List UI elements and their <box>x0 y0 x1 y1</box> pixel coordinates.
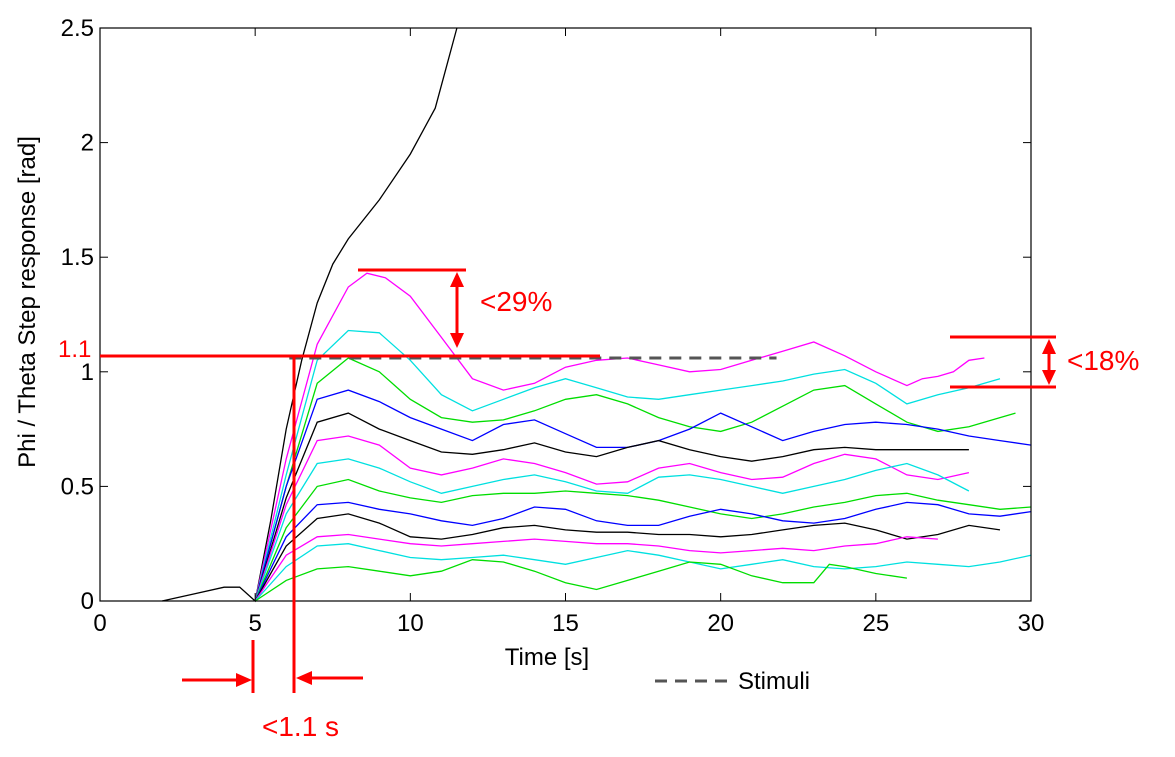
y-tick-label: 0.5 <box>61 473 94 500</box>
series-layer <box>161 27 1032 603</box>
y-tick-label: 2 <box>81 130 94 157</box>
response-series-13 <box>254 543 1032 602</box>
band-arrowhead-down <box>1042 370 1056 385</box>
y-tick-label: 0 <box>81 588 94 615</box>
dead-time-arrowhead-right <box>296 671 312 685</box>
y-tick-label: 1 <box>81 359 94 386</box>
response-series-8 <box>254 458 970 602</box>
response-series-12 <box>254 533 938 602</box>
band-label: <18% <box>1067 345 1139 376</box>
response-series-4 <box>254 357 1016 602</box>
response-series-2 <box>254 272 985 602</box>
band-arrowhead-up <box>1042 339 1056 354</box>
y-tick-label: 2.5 <box>61 15 94 42</box>
dead-time-arrowhead-left <box>236 673 252 687</box>
x-tick-label: 10 <box>397 610 424 637</box>
y-tick-label: 1.5 <box>61 244 94 271</box>
x-tick-label: 20 <box>707 610 734 637</box>
tick-layer: 0 5 10 15 20 25 30 0 0.5 1 1.5 2 2.5 <box>61 15 1045 637</box>
x-tick-label: 30 <box>1018 610 1045 637</box>
x-tick-label: 0 <box>93 610 106 637</box>
legend: Stimuli <box>655 668 810 695</box>
x-tick-label: 15 <box>552 610 579 637</box>
response-series-9 <box>254 478 1032 602</box>
overshoot-arrowhead-up <box>450 272 464 287</box>
plot-area-frame <box>99 27 1032 602</box>
overshoot-label: <29% <box>480 286 552 317</box>
annotations <box>100 268 1056 693</box>
response-series-3 <box>254 329 1001 602</box>
response-series-7 <box>254 435 970 602</box>
response-series-10 <box>254 501 1032 602</box>
legend-stimuli-label: Stimuli <box>738 668 810 695</box>
response-series-1 <box>161 27 458 603</box>
x-tick-label: 5 <box>248 610 261 637</box>
response-series-11 <box>254 513 1001 602</box>
overshoot-arrowhead-down <box>450 333 464 348</box>
setpoint-label: 1.1 <box>58 336 91 363</box>
y-axis-label: Phi / Theta Step response [rad] <box>14 136 41 468</box>
response-series-6 <box>254 412 969 602</box>
x-axis-label: Time [s] <box>505 644 589 671</box>
delay-label: <1.1 s <box>262 711 339 742</box>
response-series-14 <box>254 559 907 602</box>
x-tick-label: 25 <box>862 610 889 637</box>
